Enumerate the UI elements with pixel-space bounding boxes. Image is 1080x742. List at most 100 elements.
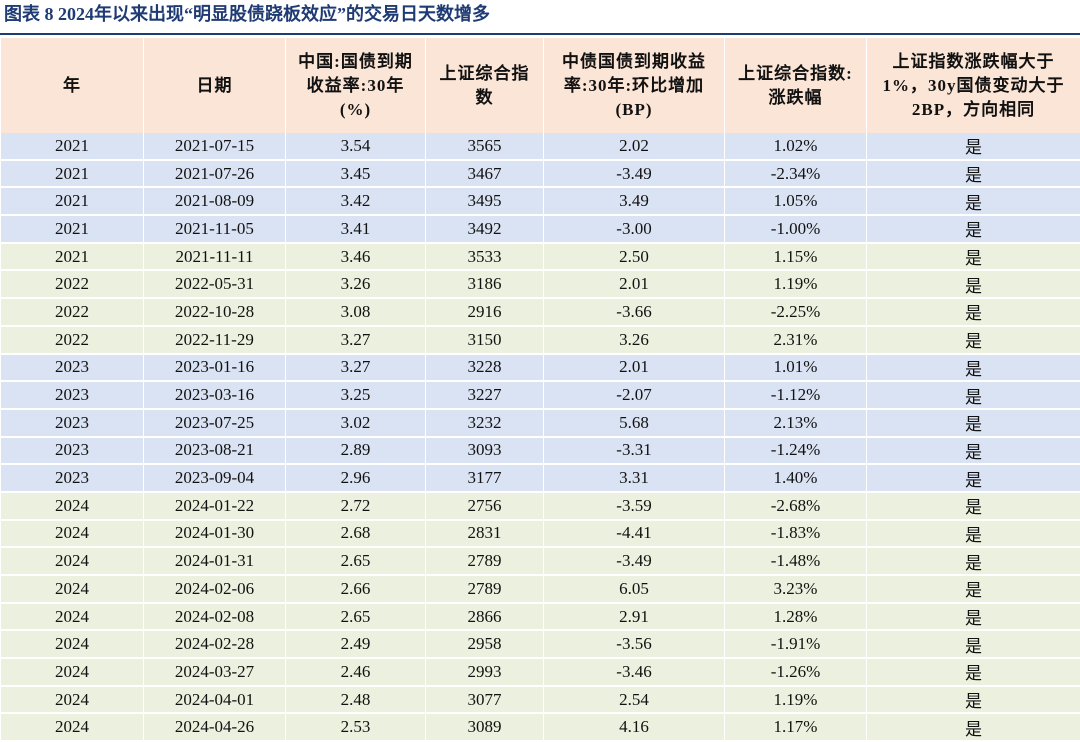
- table-cell: 2.01: [544, 270, 725, 298]
- table-cell: 2021: [1, 133, 144, 160]
- table-cell: 1.01%: [725, 354, 867, 382]
- table-cell: 2.72: [286, 492, 426, 520]
- table-cell: 4.16: [544, 713, 725, 741]
- table-cell: 3.27: [286, 326, 426, 354]
- table-cell: -2.68%: [725, 492, 867, 520]
- table-cell: 是: [867, 409, 1080, 437]
- table-cell: 1.02%: [725, 133, 867, 160]
- table-cell: 2024-01-22: [144, 492, 286, 520]
- table-cell: 是: [867, 243, 1080, 271]
- table-cell: 2023-01-16: [144, 354, 286, 382]
- table-cell: -3.49: [544, 160, 725, 188]
- table-cell: 2.49: [286, 630, 426, 658]
- table-cell: 2024: [1, 686, 144, 714]
- table-cell: 是: [867, 298, 1080, 326]
- table-cell: 1.19%: [725, 270, 867, 298]
- table-cell: 2024: [1, 547, 144, 575]
- table-cell: 2024-03-27: [144, 658, 286, 686]
- header-row: 年日期中国:国债到期收益率:30年(%)上证综合指数中债国债到期收益率:30年:…: [1, 38, 1080, 133]
- table-cell: 2.53: [286, 713, 426, 741]
- table-cell: 3.45: [286, 160, 426, 188]
- table-cell: 2.68: [286, 520, 426, 548]
- table-cell: 2.02: [544, 133, 725, 160]
- table-cell: 3089: [426, 713, 544, 741]
- table-cell: 2022: [1, 298, 144, 326]
- table-cell: 3.31: [544, 464, 725, 492]
- table-cell: 2021: [1, 215, 144, 243]
- table-cell: 2023: [1, 464, 144, 492]
- table-cell: -1.12%: [725, 381, 867, 409]
- page: {"header": {"title": "图表 8 2024年以来出现“明显股…: [0, 0, 1080, 719]
- table-cell: 1.28%: [725, 603, 867, 631]
- table-cell: 3.23%: [725, 575, 867, 603]
- table-cell: 3495: [426, 187, 544, 215]
- table-cell: -3.49: [544, 547, 725, 575]
- table-cell: -1.83%: [725, 520, 867, 548]
- table-cell: 3.08: [286, 298, 426, 326]
- table-cell: 2024: [1, 713, 144, 741]
- table-cell: 2.66: [286, 575, 426, 603]
- table-cell: 3232: [426, 409, 544, 437]
- table-cell: 是: [867, 354, 1080, 382]
- table-cell: 2022-11-29: [144, 326, 286, 354]
- table-cell: 2023-07-25: [144, 409, 286, 437]
- table-cell: 3467: [426, 160, 544, 188]
- table-cell: 是: [867, 658, 1080, 686]
- table-cell: 2024: [1, 520, 144, 548]
- table-cell: 3.49: [544, 187, 725, 215]
- table-cell: 是: [867, 326, 1080, 354]
- table-cell: 2024-01-31: [144, 547, 286, 575]
- table-cell: 2021: [1, 160, 144, 188]
- table-cell: 2021-08-09: [144, 187, 286, 215]
- table-cell: 2.54: [544, 686, 725, 714]
- table-cell: 2024: [1, 492, 144, 520]
- table-cell: 是: [867, 270, 1080, 298]
- table-cell: 2023: [1, 381, 144, 409]
- table-cell: -2.25%: [725, 298, 867, 326]
- table-cell: 是: [867, 160, 1080, 188]
- table-cell: 2.46: [286, 658, 426, 686]
- table-cell: 3492: [426, 215, 544, 243]
- table-cell: 2024-01-30: [144, 520, 286, 548]
- table-cell: 2866: [426, 603, 544, 631]
- table-cell: 1.17%: [725, 713, 867, 741]
- table-cell: 2958: [426, 630, 544, 658]
- table-cell: 2.89: [286, 437, 426, 465]
- table-cell: 2022-05-31: [144, 270, 286, 298]
- table-cell: 3565: [426, 133, 544, 160]
- table-cell: -1.24%: [725, 437, 867, 465]
- table-cell: 2021: [1, 243, 144, 271]
- table-cell: 2.91: [544, 603, 725, 631]
- table-cell: 2.65: [286, 547, 426, 575]
- data-table: 年日期中国:国债到期收益率:30年(%)上证综合指数中债国债到期收益率:30年:…: [0, 38, 1080, 742]
- table-cell: 2.13%: [725, 409, 867, 437]
- table-cell: -4.41: [544, 520, 725, 548]
- table-cell: 2.48: [286, 686, 426, 714]
- table-cell: 是: [867, 464, 1080, 492]
- table-cell: 2021-07-15: [144, 133, 286, 160]
- column-header: 上证指数涨跌幅大于1%，30y国债变动大于2BP，方向相同: [867, 38, 1080, 133]
- table-cell: -1.48%: [725, 547, 867, 575]
- table-cell: 2789: [426, 547, 544, 575]
- table-cell: 是: [867, 547, 1080, 575]
- table-cell: 2024: [1, 603, 144, 631]
- table-cell: 是: [867, 437, 1080, 465]
- table-cell: 2021-11-05: [144, 215, 286, 243]
- table-cell: 3227: [426, 381, 544, 409]
- table-cell: 2024-02-06: [144, 575, 286, 603]
- table-cell: 1.15%: [725, 243, 867, 271]
- table-cell: 2024: [1, 630, 144, 658]
- table-cell: 3.26: [544, 326, 725, 354]
